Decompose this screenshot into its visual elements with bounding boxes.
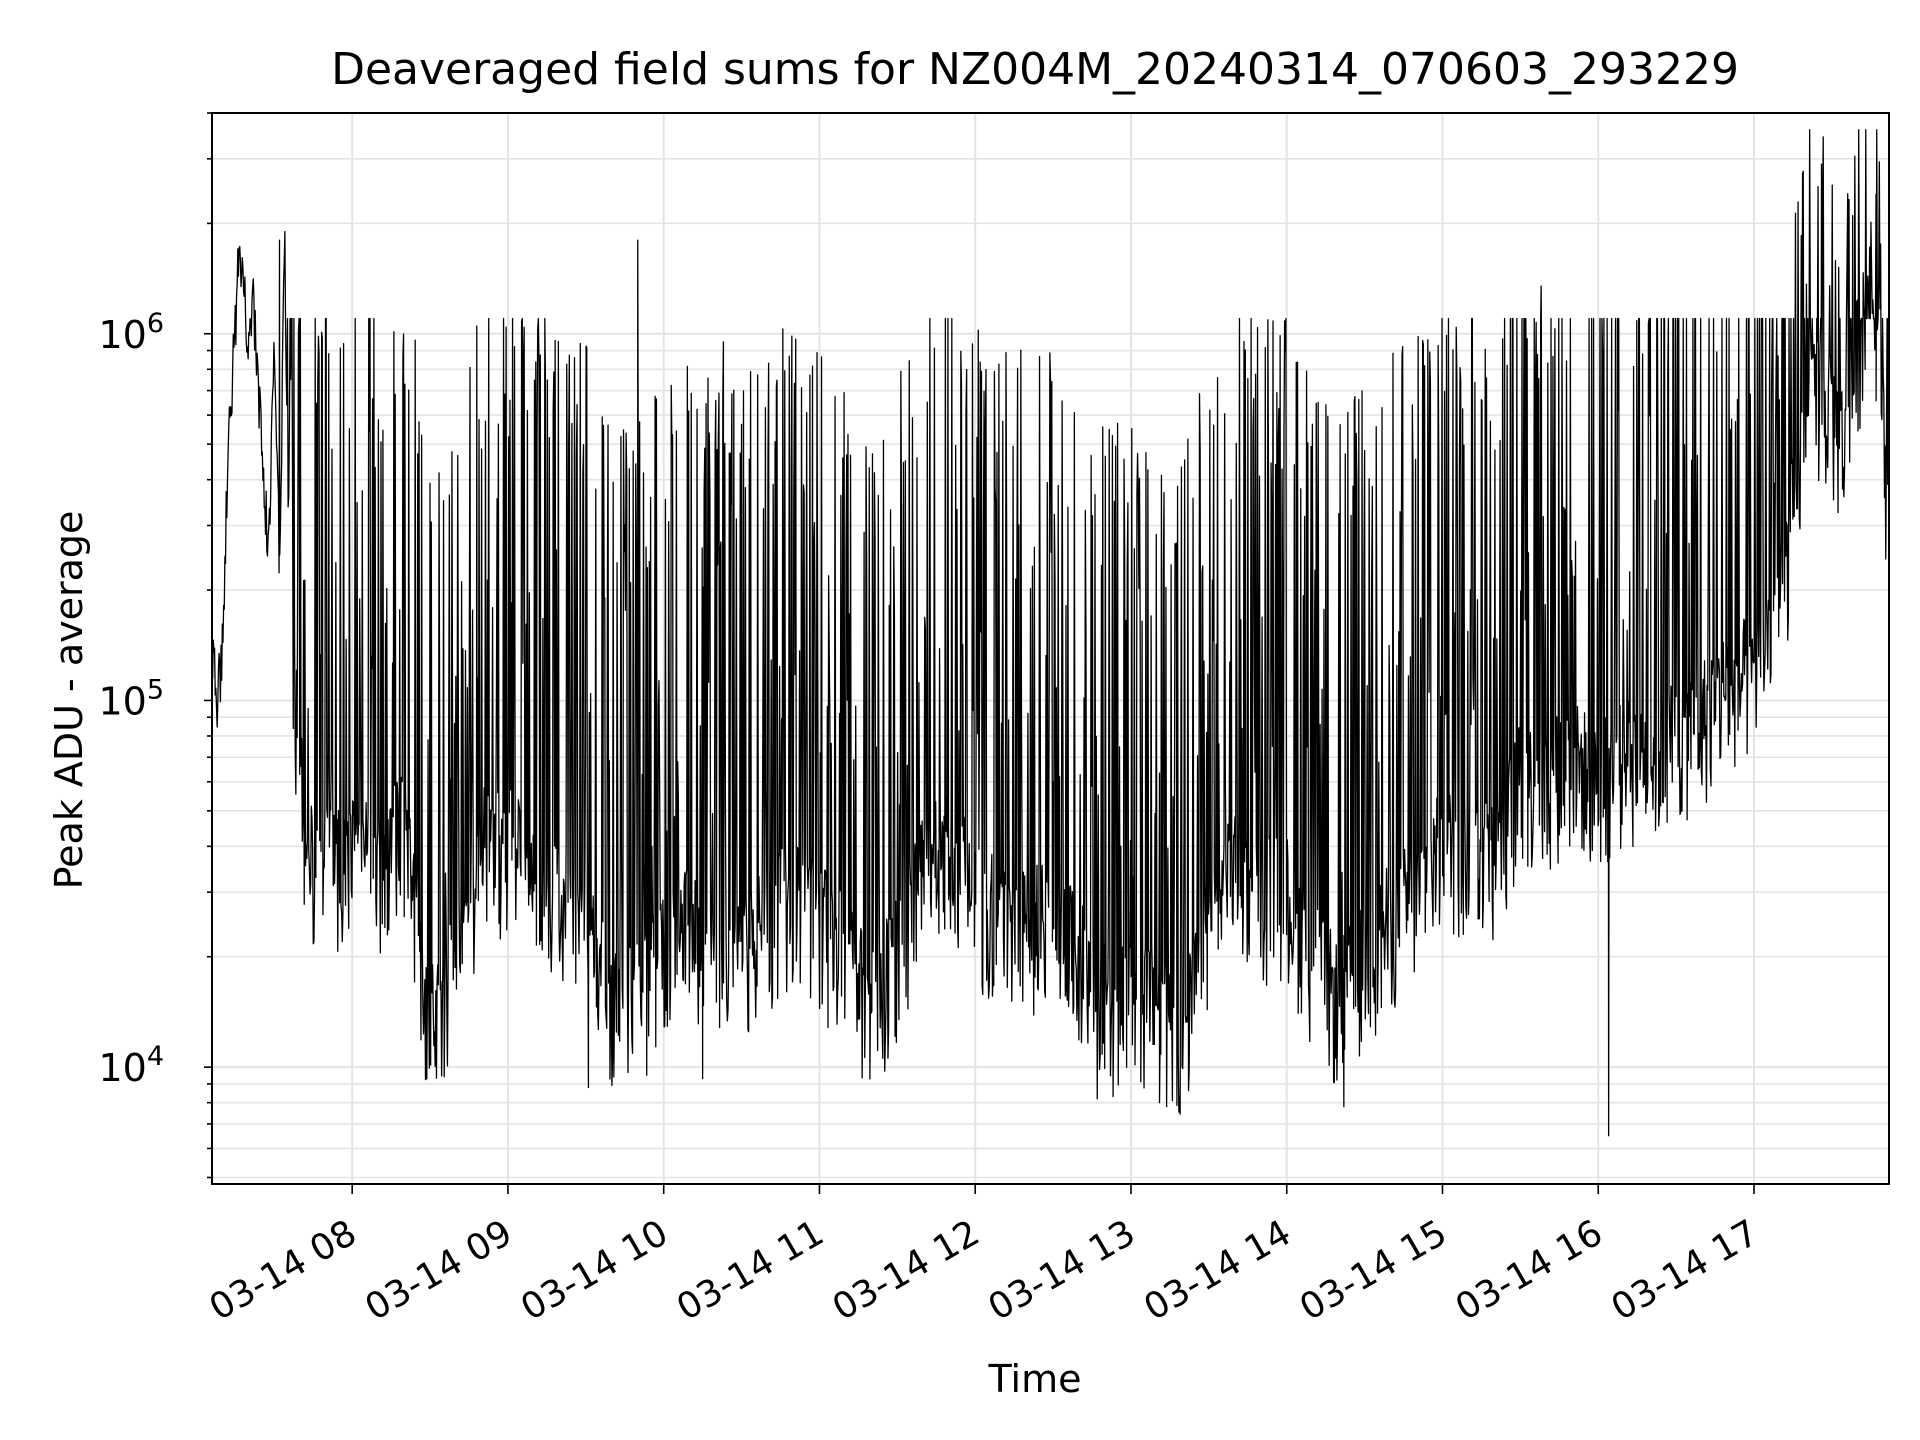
series-line <box>211 129 1890 1137</box>
chart-title: Deaveraged field sums for NZ004M_2024031… <box>331 44 1739 95</box>
y-tick-label: 105 <box>98 674 164 723</box>
y-tick-label: 106 <box>98 308 164 357</box>
x-tick-label: 03-14 12 <box>826 1212 987 1328</box>
x-tick-label: 03-14 08 <box>203 1212 364 1328</box>
y-tick-label: 104 <box>98 1041 164 1090</box>
x-tick-label: 03-14 16 <box>1449 1212 1610 1328</box>
series-line-group <box>211 129 1890 1137</box>
x-tick-label: 03-14 17 <box>1605 1212 1766 1328</box>
x-tick-label: 03-14 11 <box>670 1212 831 1328</box>
x-tick-label: 03-14 14 <box>1137 1212 1298 1328</box>
y-axis-label: Peak ADU - average <box>47 511 91 890</box>
x-tick-label: 03-14 15 <box>1293 1212 1454 1328</box>
x-axis-label: Time <box>988 1357 1082 1401</box>
plot-frame <box>211 112 1890 1185</box>
x-tick-label: 03-14 10 <box>514 1212 675 1328</box>
x-tick-label: 03-14 13 <box>982 1212 1143 1328</box>
x-tick-label: 03-14 09 <box>359 1212 520 1328</box>
